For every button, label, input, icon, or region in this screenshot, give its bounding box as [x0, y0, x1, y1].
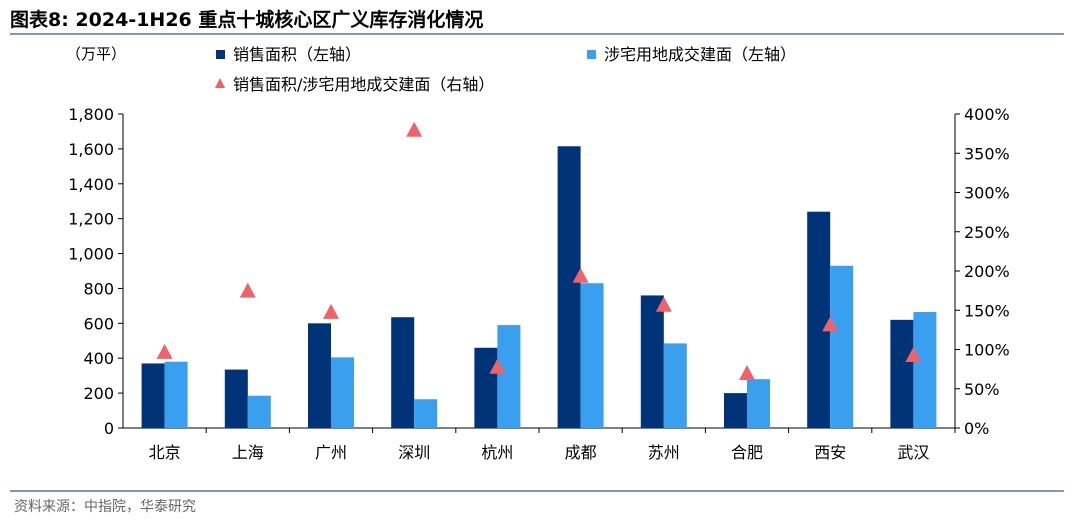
legend-label: 涉宅用地成交建面（左轴） — [604, 45, 796, 64]
left-tick-label: 600 — [83, 314, 114, 333]
legend-swatch — [215, 78, 225, 88]
right-tick-label: 200% — [964, 262, 1010, 281]
supply-bar — [913, 311, 937, 428]
category-label: 杭州 — [481, 443, 513, 462]
left-tick-label: 1,000 — [68, 245, 114, 264]
sales-bar — [308, 323, 331, 428]
sales-bar — [391, 317, 415, 428]
category-label: 合肥 — [731, 443, 763, 462]
right-tick-label: 100% — [964, 341, 1010, 360]
right-tick-label: 350% — [964, 144, 1010, 163]
left-tick-label: 1,400 — [68, 175, 114, 194]
ratio-marker — [406, 121, 423, 137]
right-tick-label: 50% — [964, 380, 1000, 399]
sales-bar — [141, 363, 165, 428]
sales-bar — [474, 347, 498, 428]
right-tick-label: 400% — [964, 105, 1010, 124]
left-tick-label: 400 — [83, 349, 114, 368]
category-label: 武汉 — [897, 443, 929, 462]
supply-bar — [830, 265, 854, 428]
supply-bar — [663, 343, 687, 428]
sales-bar — [807, 211, 831, 428]
ratio-marker — [655, 296, 672, 312]
right-tick-label: 0% — [964, 419, 989, 438]
sales-bar — [890, 319, 914, 428]
source-note: 资料来源：中指院，华泰研究 — [14, 499, 196, 515]
title-divider — [10, 33, 1064, 35]
category-label: 深圳 — [398, 443, 430, 462]
sales-bar — [640, 295, 664, 428]
category-label: 西安 — [814, 443, 846, 462]
legend-swatch — [587, 50, 596, 59]
ratio-marker — [739, 365, 755, 381]
left-tick-label: 800 — [83, 279, 114, 298]
supply-bar — [164, 361, 188, 428]
ratio-marker — [572, 267, 589, 283]
ratio-marker — [489, 358, 506, 374]
sales-bar — [724, 393, 747, 428]
left-tick-label: 1,600 — [68, 140, 114, 159]
category-label: 北京 — [149, 443, 181, 462]
ratio-marker — [905, 346, 922, 362]
category-label: 上海 — [232, 443, 264, 462]
category-label: 成都 — [565, 443, 597, 462]
left-axis-unit: （万平） — [66, 45, 126, 63]
legend-swatch — [216, 50, 225, 59]
supply-bar — [414, 399, 438, 428]
supply-bar — [331, 357, 354, 428]
supply-bar — [247, 395, 271, 428]
chart-title: 图表8: 2024-1H26 重点十城核心区广义库存消化情况 — [10, 9, 484, 31]
footer-divider — [10, 490, 1064, 492]
right-tick-label: 150% — [964, 301, 1010, 320]
category-label: 广州 — [315, 443, 347, 462]
legend-label: 销售面积/涉宅用地成交建面（右轴） — [233, 75, 494, 94]
ratio-marker — [156, 343, 173, 359]
sales-bar — [557, 146, 581, 428]
category-label: 苏州 — [648, 443, 680, 462]
left-tick-label: 0 — [104, 419, 114, 438]
legend-label: 销售面积（左轴） — [233, 45, 361, 64]
left-tick-label: 200 — [83, 384, 114, 403]
sales-bar — [224, 369, 248, 428]
ratio-marker — [239, 282, 256, 298]
ratio-marker — [323, 303, 339, 319]
right-tick-label: 250% — [964, 223, 1010, 242]
ratio-marker — [822, 316, 839, 332]
supply-bar — [580, 283, 604, 428]
supply-bar — [747, 379, 770, 428]
left-tick-label: 1,200 — [68, 210, 114, 229]
chart-canvas: 0 200 400 600 800 1,000 1,200 1,400 1,600 1,800 0%… — [66, 45, 1010, 462]
right-tick-label: 300% — [964, 184, 1010, 203]
supply-bar — [497, 325, 521, 428]
left-tick-label: 1,800 — [68, 105, 114, 124]
